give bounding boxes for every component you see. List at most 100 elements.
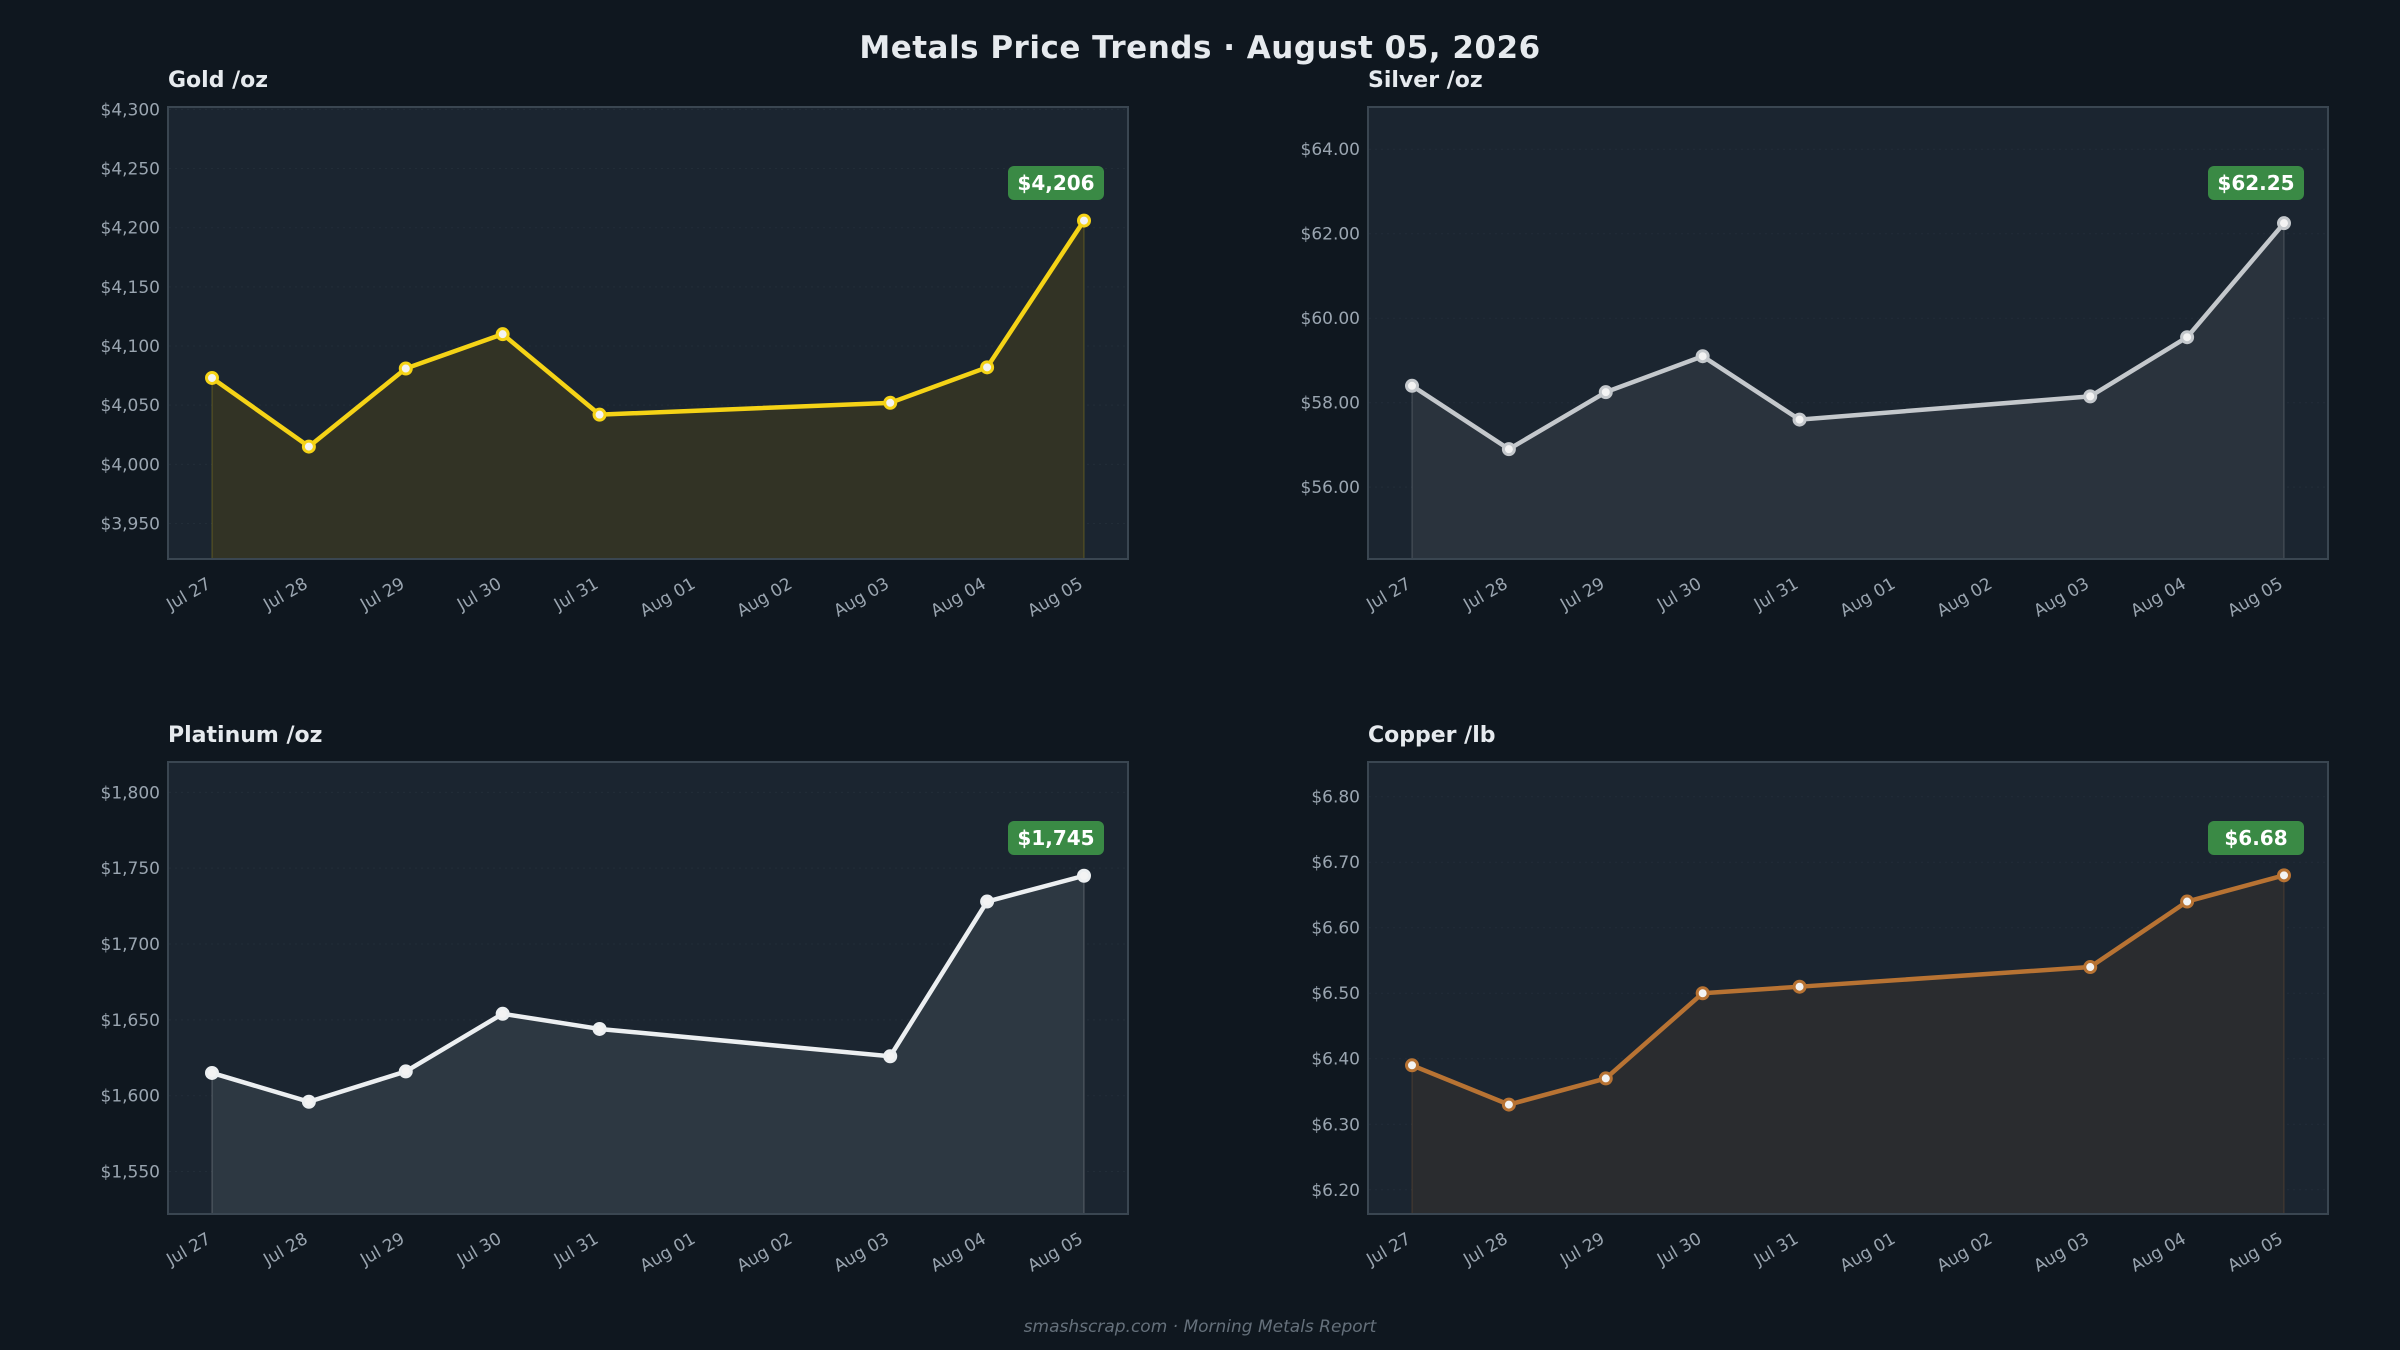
data-point (1792, 979, 1807, 994)
x-tick-label: Aug 04 (2127, 574, 2189, 621)
y-tick-label: $4,050 (101, 396, 160, 416)
badge-label: $6.68 (2224, 826, 2287, 850)
chart-title: Gold /oz (168, 68, 268, 93)
data-point (2083, 389, 2098, 404)
data-point (883, 1049, 898, 1064)
x-tick-label: Jul 28 (259, 1229, 311, 1271)
page-title: Metals Price Trends · August 05, 2026 (859, 30, 1541, 66)
x-tick-label: Aug 04 (927, 574, 989, 621)
x-tick-label: Jul 30 (1653, 574, 1705, 616)
x-tick-label: Jul 28 (1459, 574, 1511, 616)
data-point (2180, 330, 2195, 345)
latest-value-badge: $6.68 (2208, 821, 2304, 855)
y-tick-label: $6.30 (1311, 1115, 1360, 1135)
y-tick-label: $1,550 (101, 1163, 160, 1183)
x-tick-label: Aug 02 (734, 1229, 796, 1276)
y-tick-label: $4,200 (101, 219, 160, 239)
chart-3: Copper /lb $6.20 $6.30 $6.40 $6.50 $6.60 $6.70… (1311, 723, 2329, 1276)
x-tick-label: Aug 01 (1837, 1229, 1899, 1276)
series-line (209, 218, 1087, 449)
series-line (1409, 220, 2287, 452)
data-point (1077, 213, 1091, 228)
y-tick-label: $4,150 (101, 278, 160, 298)
data-point (301, 1094, 316, 1109)
y-tick-label: $6.70 (1311, 853, 1360, 873)
data-point (205, 370, 219, 385)
data-point (1792, 412, 1807, 427)
y-tick-label: $4,000 (101, 455, 160, 475)
data-point (2083, 960, 2098, 975)
y-tick-label: $4,250 (101, 160, 160, 180)
data-point (1405, 1058, 1419, 1073)
y-tick-label: $6.50 (1311, 984, 1360, 1004)
x-tick-label: Jul 31 (1750, 574, 1802, 616)
x-tick-label: Jul 29 (1556, 574, 1608, 616)
x-tick-label: Aug 05 (2224, 574, 2286, 621)
x-tick-label: Aug 05 (1024, 574, 1086, 621)
latest-value-badge: $1,745 (1008, 821, 1104, 855)
series-line (1409, 873, 2287, 1107)
data-point (205, 1065, 219, 1080)
x-tick-label: Jul 30 (1653, 1229, 1705, 1271)
x-tick-label: Jul 30 (453, 1229, 505, 1271)
y-tick-label: $6.60 (1311, 919, 1360, 939)
y-tick-label: $6.80 (1311, 788, 1360, 808)
data-point (883, 395, 898, 410)
y-tick-label: $1,750 (101, 859, 160, 879)
y-tick-label: $56.00 (1301, 478, 1360, 498)
data-point (1077, 868, 1091, 883)
data-point (1501, 1097, 1516, 1112)
x-tick-label: Aug 01 (637, 574, 699, 621)
x-tick-label: Jul 27 (1362, 1229, 1414, 1271)
x-tick-label: Aug 02 (1934, 1229, 1996, 1276)
x-tick-label: Aug 01 (637, 1229, 699, 1276)
latest-value-badge: $62.25 (2208, 166, 2304, 200)
y-tick-label: $64.00 (1301, 140, 1360, 160)
chart-2: Platinum /oz $1,550 $1,600 $1,650 $1,700 $1,7… (101, 723, 1129, 1276)
data-point (980, 894, 995, 909)
x-tick-label: Aug 05 (2224, 1229, 2286, 1276)
x-tick-label: Aug 02 (734, 574, 796, 621)
series-area (1412, 223, 2284, 559)
y-tick-label: $6.40 (1311, 1050, 1360, 1070)
footer-credit: smashscrap.com · Morning Metals Report (1023, 1317, 1377, 1337)
badge-background (1008, 821, 1104, 855)
x-tick-label: Jul 29 (356, 574, 408, 616)
chart-title: Silver /oz (1368, 68, 1483, 93)
series-line (209, 873, 1087, 1105)
x-tick-label: Aug 03 (831, 1229, 893, 1276)
x-tick-label: Jul 30 (453, 574, 505, 616)
x-tick-label: Jul 31 (550, 574, 602, 616)
y-tick-label: $4,100 (101, 337, 160, 357)
data-point (2180, 894, 2195, 909)
data-point (2277, 868, 2291, 883)
y-tick-label: $60.00 (1301, 309, 1360, 329)
x-tick-label: Jul 31 (1750, 1229, 1802, 1271)
x-tick-label: Aug 03 (831, 574, 893, 621)
x-tick-label: Aug 03 (2031, 574, 2093, 621)
y-tick-label: $3,950 (101, 515, 160, 535)
data-point (592, 1021, 607, 1036)
data-point (1501, 442, 1516, 457)
x-tick-label: Jul 28 (259, 574, 311, 616)
data-point (1405, 378, 1419, 393)
y-tick-label: $1,800 (101, 783, 160, 803)
y-tick-label: $1,700 (101, 935, 160, 955)
data-point (495, 1006, 510, 1021)
x-tick-label: Jul 27 (1362, 574, 1414, 616)
y-tick-label: $4,300 (101, 100, 160, 120)
data-point (301, 439, 316, 454)
x-tick-label: Aug 01 (1837, 574, 1899, 621)
x-tick-label: Jul 27 (162, 574, 214, 616)
chart-0: Gold /oz $3,950 $4,000 $4,050 $4,100 $4,150 $4… (101, 68, 1129, 621)
data-point (592, 407, 607, 422)
series-area (1412, 875, 2284, 1213)
x-tick-label: Aug 04 (927, 1229, 989, 1276)
chart-title: Platinum /oz (168, 723, 322, 748)
badge-label: $1,745 (1017, 826, 1094, 850)
badge-label: $62.25 (2217, 171, 2294, 195)
data-point (980, 360, 995, 375)
data-point (398, 1064, 413, 1079)
chart-title: Copper /lb (1368, 723, 1496, 748)
